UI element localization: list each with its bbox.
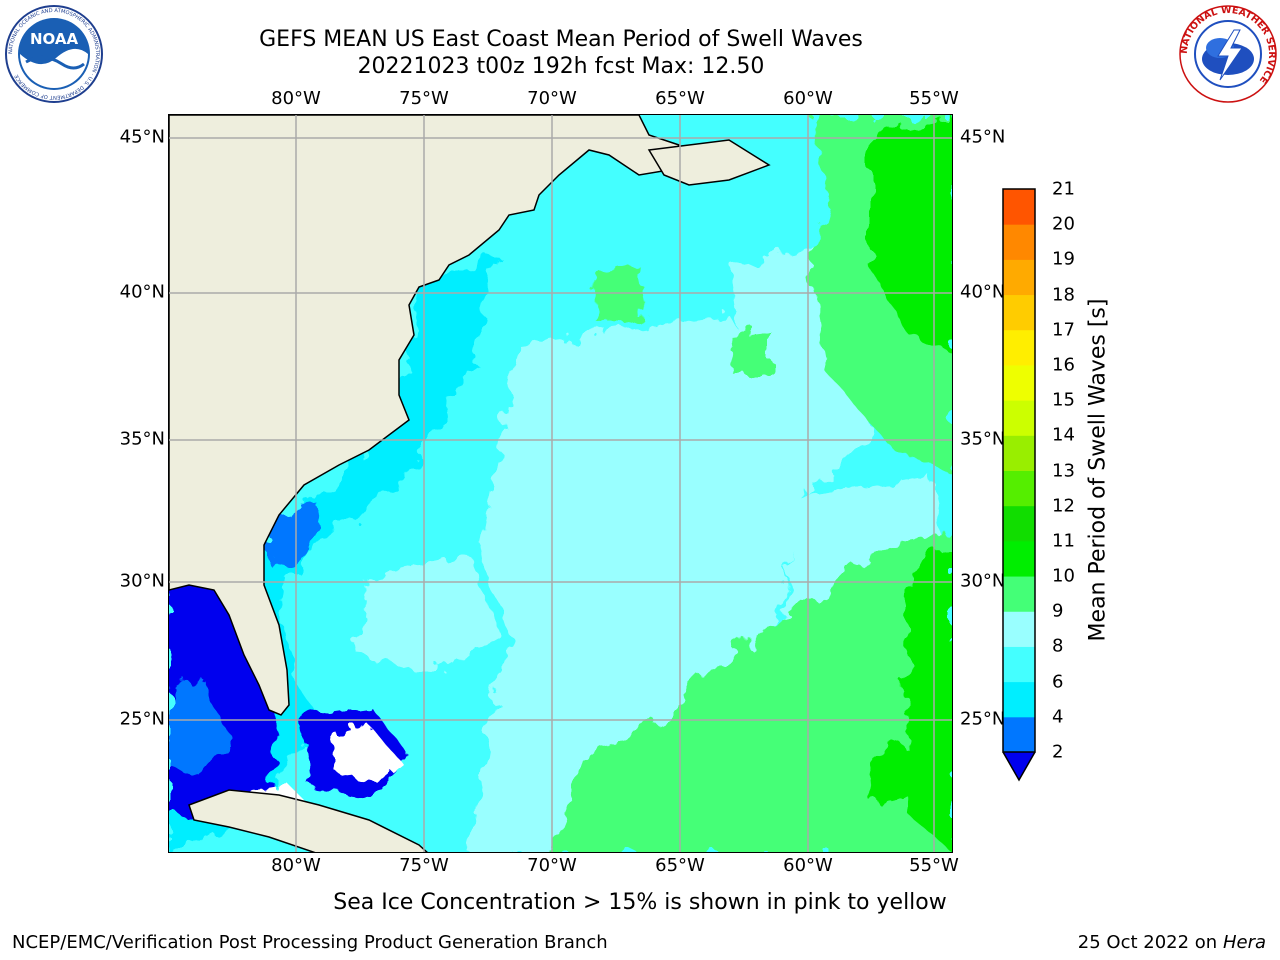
sea-ice-note: Sea Ice Concentration > 15% is shown in … [0,890,1280,915]
contour-9-10s [729,330,769,375]
noaa-logo: NOAA NATIONAL OCEANIC AND ATMOSPHERIC AD… [5,5,103,103]
chart-subtitle: 20221023 t00z 192h fcst Max: 12.50 [357,54,765,79]
swell-period-contours [169,115,952,852]
footer-machine: Hera [1222,932,1266,953]
colorbar-segment [1003,189,1035,225]
colorbar-tick-label: 10 [1052,565,1075,587]
colorbar-segment [1003,294,1035,331]
footer-credit: NCEP/EMC/Verification Post Processing Pr… [12,932,608,953]
sea-ice-note-text: Sea Ice Concentration > 15% is shown in … [333,890,947,915]
colorbar-segment [1003,611,1035,647]
colorbar [1002,188,1036,782]
colorbar-tick-label: 18 [1052,284,1075,306]
lat-label-right: 40°N [960,281,1006,303]
noaa-logo-text: NOAA [30,30,79,48]
contour-10-11s [869,115,952,355]
contour-9-10s [549,535,952,852]
bahamas-shallows [329,725,404,785]
lat-label-left: 35°N [119,428,165,450]
lon-label-bottom: 65°W [655,855,705,876]
colorbar-tick-label: 14 [1052,424,1075,446]
lat-label-left: 40°N [119,281,165,303]
colorbar-tick-label: 21 [1052,178,1075,200]
contour-8-9s [359,555,499,675]
lat-label-left: 45°N [119,126,165,148]
colorbar-frame [1002,188,1036,753]
nova-scotia-land [647,139,771,186]
lon-label-top: 70°W [527,88,577,109]
lat-label-left: 25°N [119,708,165,730]
lon-label-bottom: 70°W [527,855,577,876]
colorbar-segment [1003,435,1035,471]
colorbar-tick-label: 2 [1052,741,1064,763]
colorbar-tick-label: 6 [1052,671,1064,693]
colorbar-tick-label: 16 [1052,354,1075,376]
lon-label-bottom: 55°W [909,855,959,876]
lat-label-right: 35°N [960,428,1006,450]
colorbar-label: Mean Period of Swell Waves [s] [1085,298,1111,642]
colorbar-segment [1003,329,1035,366]
chart-title: GEFS MEAN US East Coast Mean Period of S… [259,27,863,52]
colorbar-under-triangle [1003,752,1035,780]
lon-label-top: 65°W [655,88,705,109]
colorbar-segment [1003,716,1035,753]
colorbar-tick-label: 9 [1052,600,1064,622]
contour-2-4s [169,675,229,775]
colorbar-tick-label: 17 [1052,319,1075,341]
colorbar-segment [1003,681,1035,718]
lon-label-bottom: 60°W [783,855,833,876]
graticule [169,115,952,852]
colorbar-tick-label: 19 [1052,248,1075,270]
footer-date: 25 Oct 2022 on Hera [1078,932,1266,953]
contour-9-10s [589,265,649,325]
colorbar-tick-label: 13 [1052,460,1075,481]
lat-label-right: 30°N [960,570,1006,592]
contour-10-11s [904,545,952,852]
colorbar-tick-label: 11 [1052,530,1075,552]
colorbar-tick-label: 12 [1052,495,1075,517]
lat-label-left: 30°N [119,570,165,592]
lat-label-right: 25°N [960,708,1006,730]
contour-2-4s [269,505,319,565]
colorbar-tick-label: 8 [1052,635,1064,657]
lon-label-top: 60°W [783,88,833,109]
colorbar-segment [1003,505,1035,542]
lon-label-top: 55°W [909,88,959,109]
contour-10-11s [869,745,914,805]
colorbar-tick-label: 20 [1052,213,1075,235]
lon-label-top: 80°W [271,88,321,109]
colorbar-tick-label: 4 [1052,706,1064,728]
colorbar-segment [1003,576,1035,612]
lon-label-top: 75°W [399,88,449,109]
lon-label-bottom: 75°W [399,855,449,876]
colorbar-segment [1003,470,1035,507]
map-panel[interactable] [168,114,953,853]
footer-date-text: 25 Oct 2022 on [1077,932,1218,953]
colorbar-tick-label: 15 [1052,389,1075,411]
colorbar-segment [1003,224,1035,260]
colorbar-segment [1003,364,1035,401]
nws-logo: NATIONAL WEATHER SERVICE [1179,5,1277,103]
lon-label-bottom: 80°W [271,855,321,876]
colorbar-segments [1003,189,1035,753]
lat-label-right: 45°N [960,126,1006,148]
map-svg [169,115,952,852]
contour-8-9s [469,315,809,852]
colorbar-segment [1003,400,1035,436]
colorbar-segment [1003,646,1035,683]
colorbar-segment [1003,259,1035,296]
colorbar-segment [1003,540,1035,577]
